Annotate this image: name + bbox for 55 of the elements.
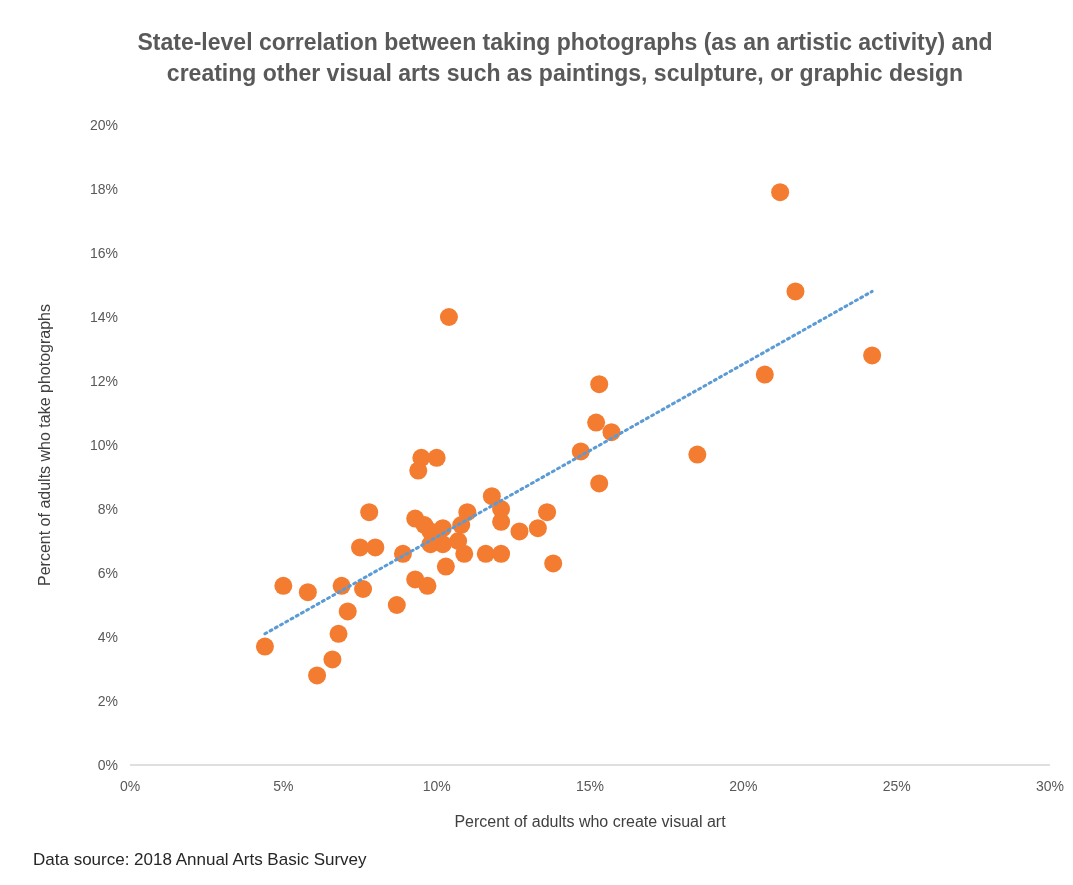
point	[323, 650, 342, 669]
chart-title: State-level correlation between taking photographs (as an artistic activity) and creating other visual arts such as paintings, sculpture, or graphic design	[137, 29, 993, 86]
y-tick-label: 0%	[97, 756, 118, 773]
point	[308, 666, 327, 685]
point	[455, 544, 474, 563]
y-tick-label: 14%	[89, 308, 118, 325]
point	[590, 375, 609, 394]
point	[688, 445, 707, 464]
point	[354, 580, 373, 598]
y-tick-label: 4%	[97, 628, 118, 645]
x-tick-label: 30%	[1035, 778, 1065, 794]
point	[360, 503, 379, 522]
x-tick-label: 5%	[273, 778, 294, 794]
point	[366, 538, 385, 557]
point	[510, 522, 529, 541]
y-tick-label: 12%	[89, 372, 118, 389]
y-tick-label: 6%	[97, 564, 118, 581]
x-tick-label: 0%	[119, 778, 141, 794]
point	[587, 413, 606, 432]
y-tick-label: 16%	[89, 244, 118, 261]
y-tick-label: 2%	[97, 692, 118, 709]
source-note: Data source: 2018 Annual Arts Basic Survey	[33, 850, 368, 869]
point	[329, 624, 348, 643]
point	[538, 503, 557, 522]
point	[274, 576, 293, 595]
x-tick-label: 20%	[729, 778, 758, 794]
point	[338, 602, 357, 621]
point	[482, 487, 501, 506]
point	[412, 448, 431, 467]
x-tick-label: 15%	[575, 778, 605, 794]
point	[439, 308, 458, 326]
point	[590, 474, 609, 493]
x-tick-label: 25%	[882, 778, 911, 794]
point	[387, 596, 406, 614]
x-axis-title: Percent of adults who create visual art	[454, 813, 727, 830]
point	[771, 183, 790, 202]
y-tick-label: 10%	[89, 436, 118, 453]
point	[528, 519, 547, 538]
point	[863, 346, 882, 365]
point	[755, 365, 774, 384]
point	[351, 538, 369, 557]
point	[786, 282, 805, 301]
y-tick-label: 20%	[89, 116, 118, 133]
y-tick-label: 8%	[97, 500, 118, 517]
point	[544, 554, 563, 573]
point	[298, 583, 317, 602]
point	[436, 557, 455, 576]
y-tick-label: 18%	[89, 180, 118, 197]
point	[255, 637, 274, 656]
y-axis-title: Percent of adults who take photographs	[36, 304, 53, 586]
point	[476, 544, 495, 563]
point	[492, 544, 511, 563]
point	[418, 576, 437, 595]
x-tick-label: 10%	[422, 778, 451, 794]
point	[427, 448, 446, 467]
